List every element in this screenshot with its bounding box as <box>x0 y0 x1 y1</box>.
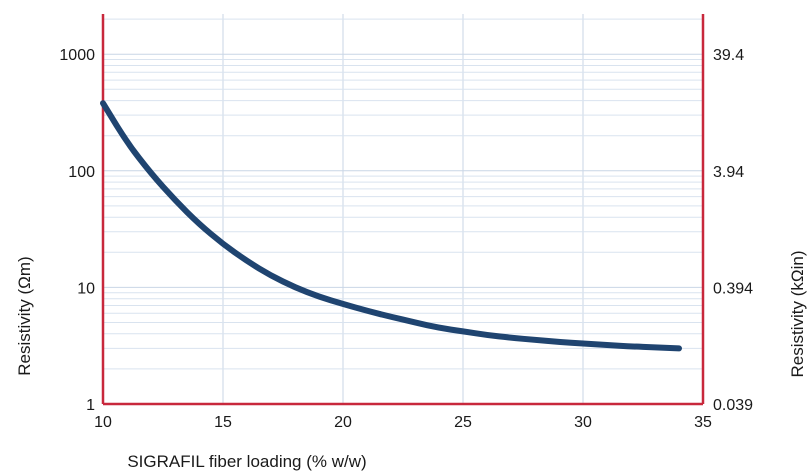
x-tick-label: 30 <box>574 414 592 431</box>
series-line <box>100 100 682 352</box>
x-tick-label: 10 <box>94 414 112 431</box>
y-tick-label-right: 0.039 <box>713 397 753 414</box>
x-tick-label: 15 <box>214 414 232 431</box>
y-tick-label-right: 3.94 <box>713 164 744 181</box>
grid-layer <box>103 14 703 404</box>
y-tick-label-left: 10 <box>77 280 95 297</box>
y-tick-label-right: 0.394 <box>713 280 753 297</box>
y-tick-label-left: 1000 <box>59 47 95 64</box>
y-axis-title-right: Resistivity (kΩin) <box>788 251 807 378</box>
series-layer <box>100 100 682 352</box>
y-axis-title-left: Resistivity (Ωm) <box>15 256 34 375</box>
y-tick-label-left: 1 <box>86 397 95 414</box>
x-axis-title: SIGRAFIL fiber loading (% w/w) <box>127 452 366 471</box>
y-tick-label-left: 100 <box>68 164 95 181</box>
x-tick-label: 35 <box>694 414 712 431</box>
x-tick-label: 20 <box>334 414 352 431</box>
y-tick-label-right: 39.4 <box>713 47 744 64</box>
x-tick-label: 25 <box>454 414 472 431</box>
axis-layer <box>101 14 705 406</box>
